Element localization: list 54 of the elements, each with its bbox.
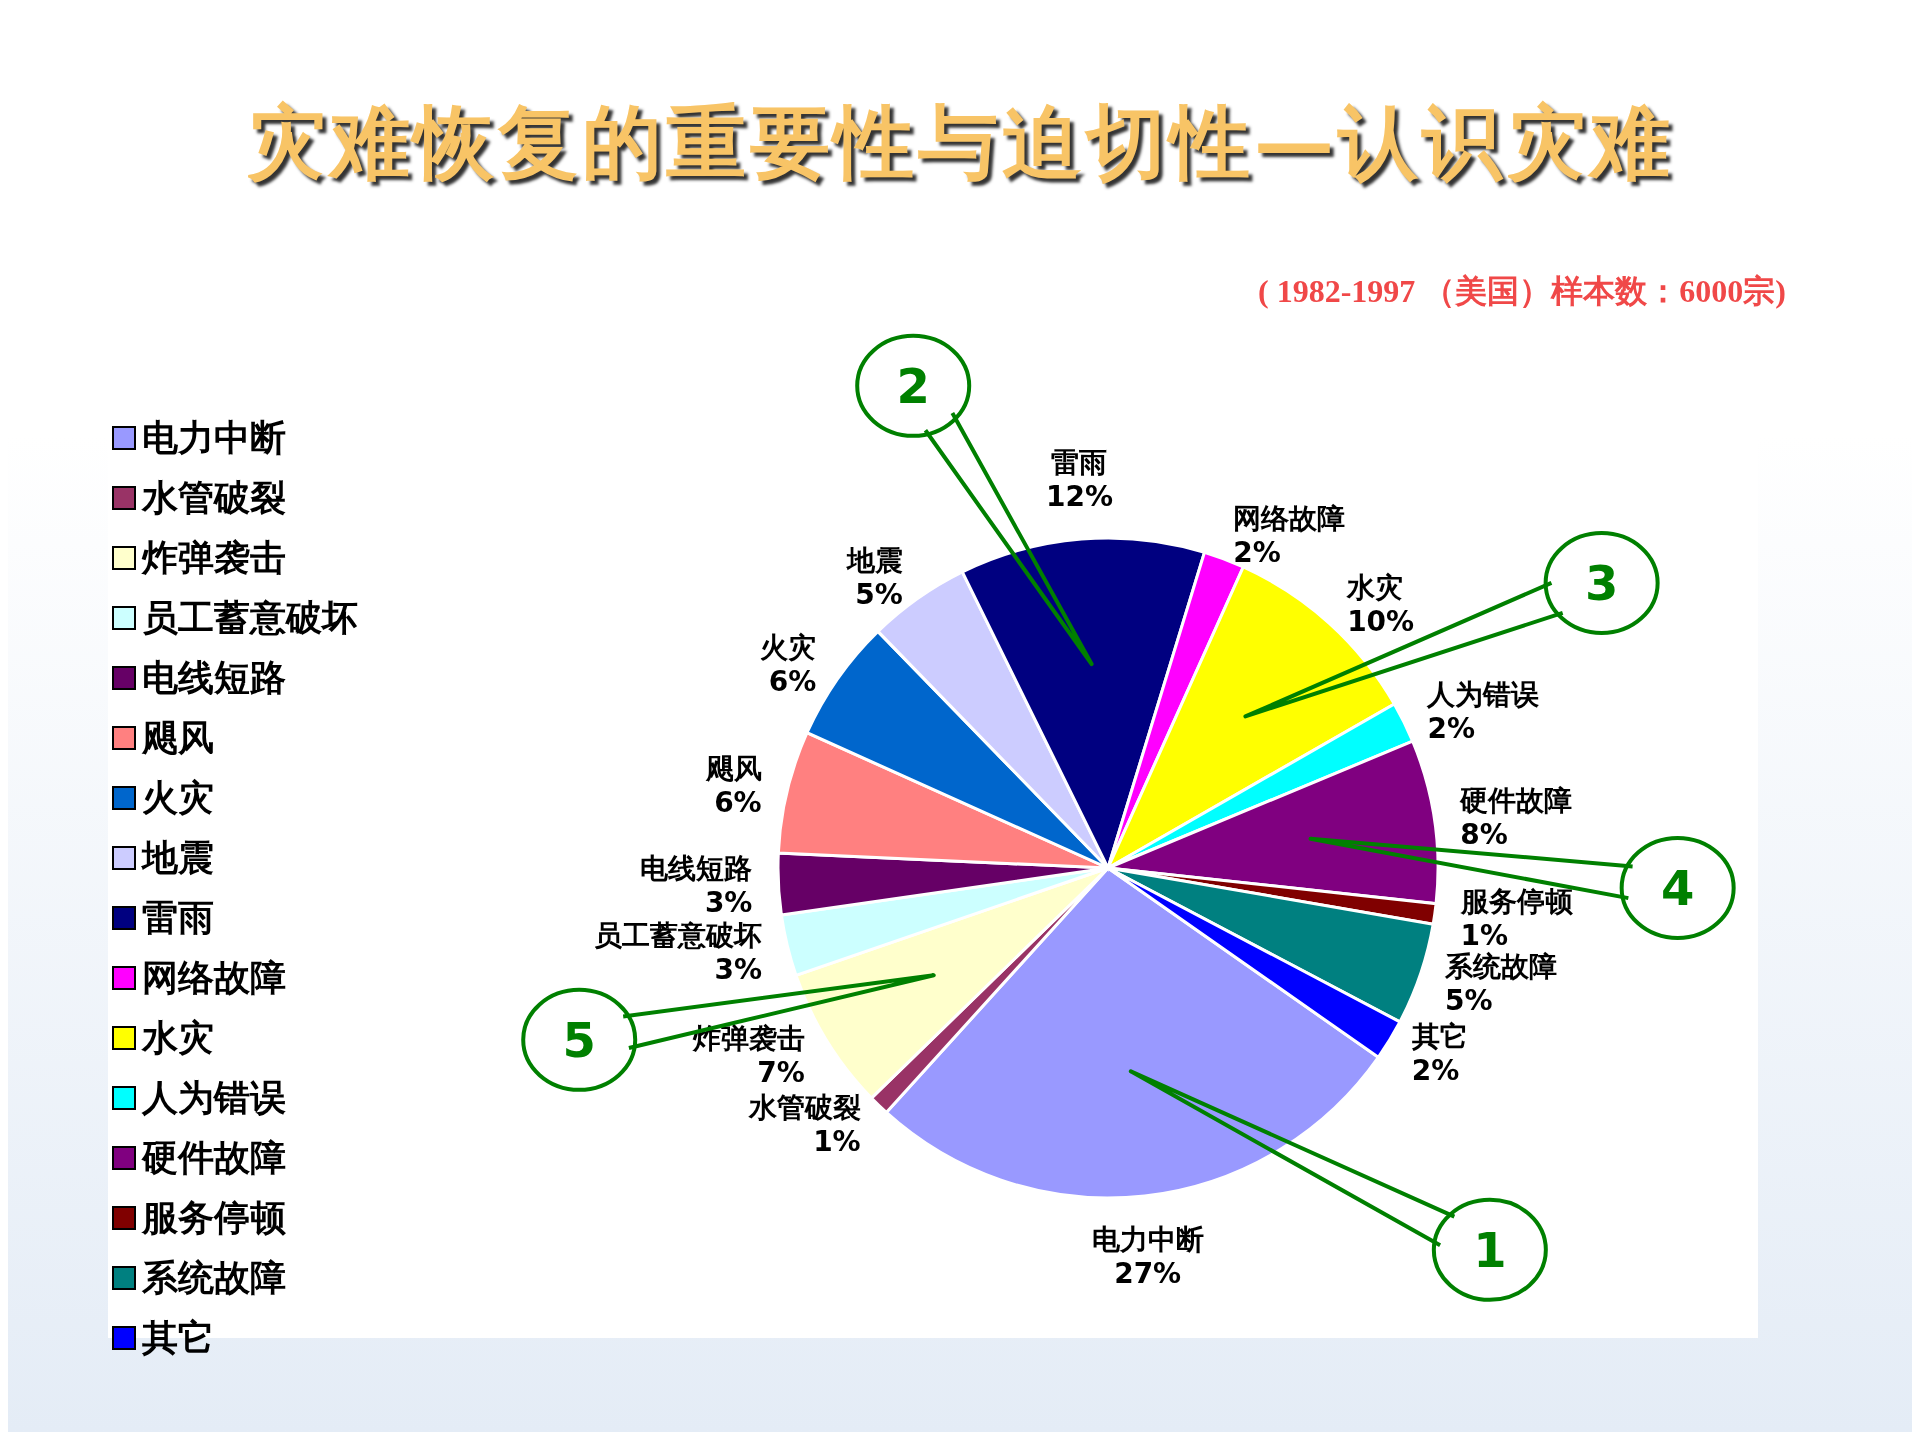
data-label: 10%	[1347, 604, 1415, 638]
data-label: 1%	[1460, 918, 1509, 952]
legend-label: 雷雨	[142, 895, 214, 940]
data-label: 5%	[1445, 983, 1493, 1017]
slice-label: 服务停顿	[1459, 884, 1574, 918]
slice-label: 雷雨	[1051, 445, 1108, 479]
data-label: 1%	[813, 1124, 861, 1158]
slice-label: 水管破裂	[747, 1090, 861, 1124]
legend-label: 服务停顿	[142, 1195, 286, 1240]
data-label: 27%	[1114, 1256, 1182, 1290]
legend-label: 地震	[142, 835, 214, 880]
legend-label: 其它	[142, 1315, 214, 1360]
data-label: 6%	[714, 786, 762, 819]
data-label: 2%	[1427, 711, 1475, 745]
legend-label: 系统故障	[142, 1255, 286, 1300]
slice-label: 人为错误	[1426, 677, 1540, 711]
chart-title: 灾难恢复的重要性与迫切性—认识灾难	[245, 94, 1675, 191]
legend-label: 网络故障	[142, 955, 286, 1000]
legend-label: 电线短路	[142, 655, 286, 700]
slice-label: 地震	[844, 543, 903, 577]
slice-label: 硬件故障	[1459, 783, 1573, 817]
slice-label: 电线短路	[640, 851, 753, 885]
data-label: 3%	[704, 885, 753, 919]
slice-label: 员工蓄意破坏	[593, 918, 762, 952]
data-label: 6%	[768, 664, 817, 698]
data-label: 2%	[1233, 535, 1281, 569]
data-label: 8%	[1460, 817, 1508, 851]
legend-label: 火灾	[142, 775, 214, 820]
legend-label: 水管破裂	[142, 475, 286, 520]
legend-label: 水灾	[142, 1015, 214, 1060]
legend-label: 硬件故障	[142, 1135, 286, 1180]
slice-label: 网络故障	[1233, 501, 1346, 535]
text: 4	[1660, 859, 1695, 916]
data-label: 12%	[1045, 479, 1113, 513]
text: 1	[1473, 1221, 1507, 1278]
slice-label: 系统故障	[1444, 949, 1558, 983]
text: 2	[896, 357, 930, 414]
text: ( 1982-1997 （美国）样本数：6000宗)	[1258, 272, 1786, 311]
legend-label: 员工蓄意破坏	[142, 595, 358, 640]
text: 5	[562, 1011, 596, 1068]
slice-label: 电力中断	[1091, 1222, 1204, 1256]
legend-label: 炸弹袭击	[142, 535, 286, 580]
data-label: 7%	[757, 1055, 805, 1089]
data-label: 3%	[714, 952, 762, 986]
slice-label: 飓风	[704, 752, 762, 785]
text: 3	[1584, 555, 1619, 611]
legend-label: 人为错误	[142, 1075, 286, 1120]
legend-label: 飓风	[142, 715, 214, 760]
slice-label: 水灾	[1346, 570, 1404, 604]
data-label: 5%	[855, 577, 903, 611]
legend-label: 电力中断	[142, 415, 286, 460]
slice-label: 火灾	[760, 630, 817, 664]
slice-label: 其它	[1410, 1019, 1468, 1053]
data-label: 2%	[1411, 1053, 1460, 1087]
